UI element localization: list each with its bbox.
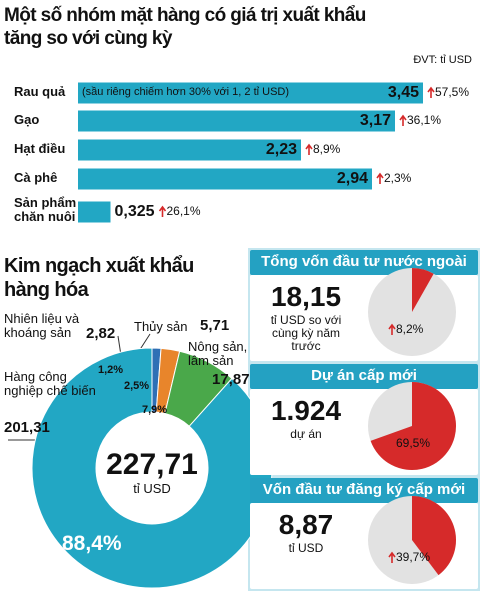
value-label: 2,94: [336, 170, 368, 187]
growth-arrow: [427, 86, 435, 98]
category-label: Hạt điều: [14, 141, 66, 156]
amount-label: 201,31: [4, 419, 50, 436]
growth-arrow: [158, 205, 167, 217]
growth-label: 8,9%: [313, 142, 341, 156]
growth-label: 2,3%: [384, 171, 412, 185]
growth-arrow: [305, 143, 313, 155]
bar: [78, 82, 423, 104]
bar: [78, 168, 372, 190]
headline-unit: tỉ USD so với cùng kỳ năm trước: [270, 313, 342, 354]
panel-header: [250, 250, 478, 275]
headline-unit: dự án: [290, 427, 322, 441]
growth-label: 57,5%: [435, 85, 470, 99]
category-label: Cà phê: [14, 170, 58, 185]
headline-unit: tỉ USD: [288, 541, 324, 555]
category-label: Sản phẩm chăn nuôi: [14, 195, 77, 225]
growth-arrow: [399, 114, 407, 126]
total-unit: tỉ USD: [133, 481, 171, 496]
value-label: 0,325: [114, 203, 155, 220]
bar: [78, 139, 301, 161]
unit-label: ĐVT: tỉ USD: [413, 54, 472, 66]
pie-slice: [412, 268, 434, 312]
category-label: Gạo: [14, 112, 40, 127]
growth-arrow: [376, 172, 384, 184]
bar-annotation: (sầu riêng chiếm hơn 30% với 1, 2 tỉ USD…: [82, 86, 290, 98]
headline-value: 18,15: [270, 281, 342, 312]
bar: [78, 110, 395, 132]
category-label: Nông sản, lâm sản: [188, 339, 248, 369]
growth-arrow: [388, 323, 396, 335]
value-label: 8,2%: [396, 322, 424, 336]
growth-arrow: [388, 437, 396, 449]
category-label: Thủy sản: [134, 319, 188, 334]
panel-header: [250, 478, 478, 503]
value-label: 3,45: [387, 84, 419, 101]
chart-title: Một số nhóm mặt hàng có giá trị xuất khẩ…: [4, 5, 366, 49]
value-label: 3,17: [359, 112, 391, 129]
amount-label: 2,82: [86, 325, 116, 342]
donut-slice: [31, 347, 273, 589]
panel-title: Dự án cấp mới: [311, 367, 417, 384]
category-label: Nhiên liệu và khoáng sản: [4, 311, 80, 341]
value-label: 2,23: [265, 141, 297, 158]
headline-value: 8,87: [278, 509, 334, 540]
headline-value: 1.924: [270, 395, 342, 426]
chart-title: Kim ngạch xuất khẩu hàng hóa: [4, 255, 194, 301]
percent-label: 88,4%: [62, 532, 122, 555]
value-label: 69,5%: [396, 436, 431, 450]
growth-label: 36,1%: [407, 113, 442, 127]
panel-title: Vốn đầu tư đăng ký cấp mới: [262, 481, 466, 498]
category-label: Hàng công nghiệp chế biến: [4, 369, 96, 399]
total-label: 227,71: [106, 448, 198, 481]
growth-label: 26,1%: [166, 204, 201, 218]
category-label: Rau quả: [14, 84, 66, 99]
growth-arrow: [388, 551, 396, 563]
bar: [78, 201, 111, 223]
percent-label: 1,2%: [98, 364, 124, 376]
percent-label: 7,9%: [142, 404, 168, 416]
pie-slice: [412, 496, 457, 576]
value-label: 39,7%: [396, 550, 431, 564]
panel-title: Tổng vốn đầu tư nước ngoài: [261, 253, 467, 270]
amount-label: 17,87: [212, 371, 250, 388]
amount-label: 5,71: [200, 317, 230, 334]
panel-header: [250, 364, 478, 389]
percent-label: 2,5%: [124, 380, 150, 392]
